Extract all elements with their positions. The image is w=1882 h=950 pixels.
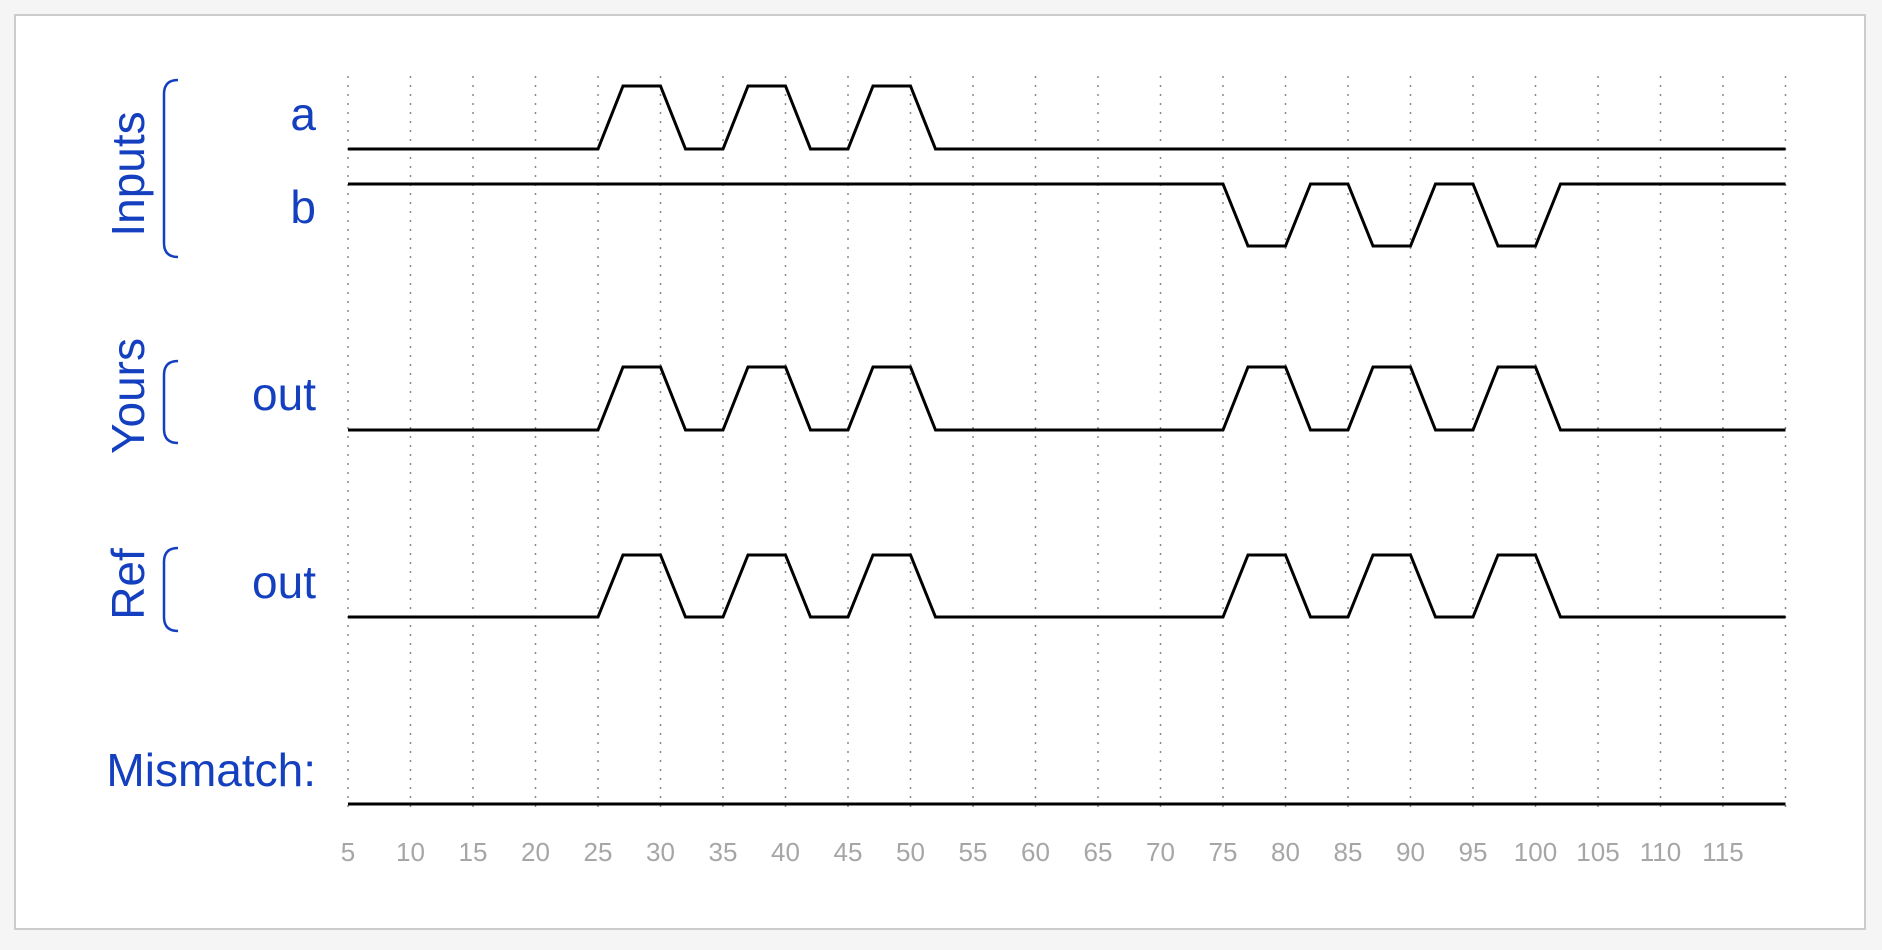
mismatch-label: Mismatch: xyxy=(106,744,316,796)
x-tick-label: 45 xyxy=(834,837,863,867)
x-tick-label: 110 xyxy=(1640,837,1681,867)
x-tick-label: 65 xyxy=(1084,837,1113,867)
trace-yours-out xyxy=(348,365,1786,432)
x-tick-label: 80 xyxy=(1271,837,1300,867)
x-tick-label: 40 xyxy=(771,837,800,867)
brace-icon xyxy=(162,78,179,259)
signal-label-b: b xyxy=(290,181,316,233)
group-yours: Yours out xyxy=(102,338,316,454)
x-tick-label: 115 xyxy=(1702,837,1743,867)
group-ref: Ref out xyxy=(102,546,316,633)
x-tick-label: 15 xyxy=(459,837,488,867)
x-tick-label: 95 xyxy=(1459,837,1488,867)
traces xyxy=(348,84,1786,806)
x-tick-label: 100 xyxy=(1514,837,1557,867)
trace-inputs-b xyxy=(348,182,1786,248)
waveform-diagram: Inputs a b Yours out Ref out Mismatch: 5… xyxy=(102,76,1787,867)
x-tick-label: 50 xyxy=(896,837,925,867)
waveform-panel: Inputs a b Yours out Ref out Mismatch: 5… xyxy=(14,14,1866,930)
group-label-ref: Ref xyxy=(102,548,154,620)
group-label-inputs: Inputs xyxy=(102,111,154,236)
x-tick-label: 25 xyxy=(584,837,613,867)
signal-label-yours-out: out xyxy=(252,368,316,420)
x-tick-label: 70 xyxy=(1146,837,1175,867)
x-tick-label: 90 xyxy=(1396,837,1425,867)
grid xyxy=(347,76,1787,812)
x-tick-label: 75 xyxy=(1209,837,1238,867)
brace-icon xyxy=(162,546,179,633)
x-tick-label: 85 xyxy=(1334,837,1363,867)
brace-icon xyxy=(162,359,179,445)
trace-ref-out xyxy=(348,553,1786,619)
x-tick-label: 105 xyxy=(1576,837,1619,867)
x-axis-ticks: 5 10 15 20 25 30 35 40 45 50 55 60 65 70 75 80 85 90 95 100… xyxy=(341,837,1744,867)
x-tick-label: 30 xyxy=(646,837,675,867)
signal-label-ref-out: out xyxy=(252,556,316,608)
x-tick-label: 60 xyxy=(1021,837,1050,867)
x-tick-label: 10 xyxy=(396,837,425,867)
group-label-yours: Yours xyxy=(102,338,154,454)
x-tick-label: 20 xyxy=(521,837,550,867)
trace-inputs-a xyxy=(348,84,1786,151)
x-tick-label: 55 xyxy=(959,837,988,867)
x-tick-label: 5 xyxy=(341,837,355,867)
x-tick-label: 35 xyxy=(709,837,738,867)
group-inputs: Inputs a b xyxy=(102,78,316,259)
signal-label-a: a xyxy=(290,88,316,140)
